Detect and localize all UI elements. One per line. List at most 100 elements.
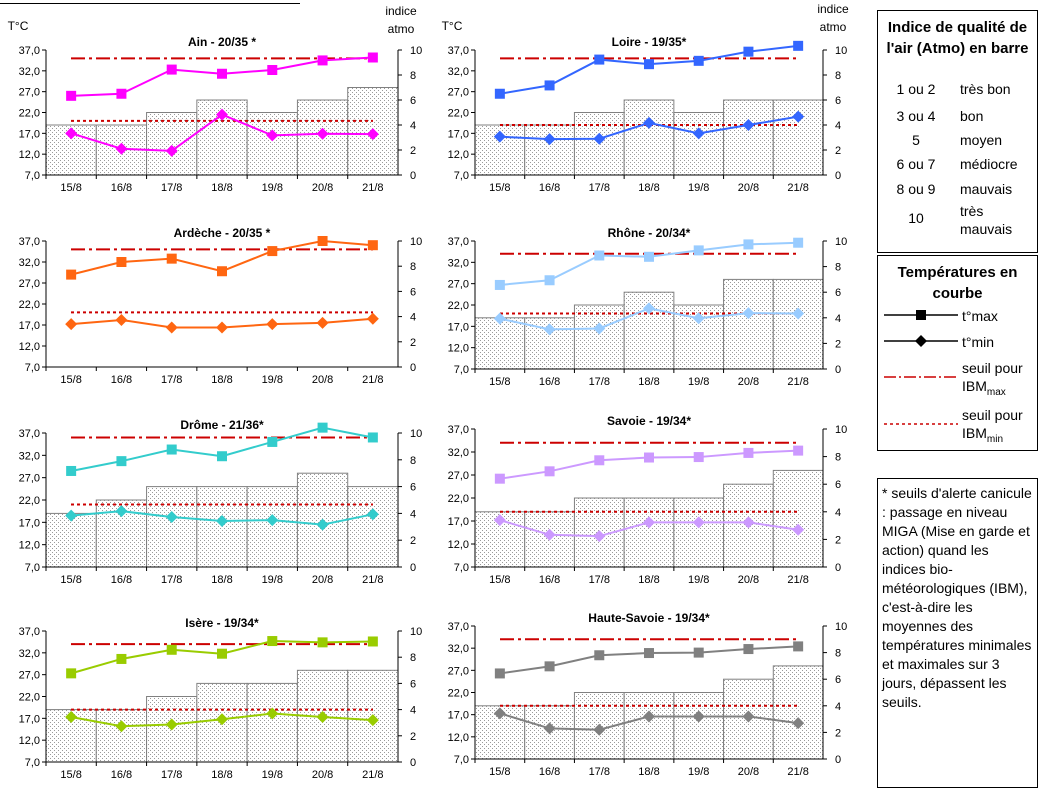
chart-title: Savoie - 19/34* bbox=[607, 414, 691, 428]
y-tick-label: 17,0 bbox=[19, 713, 40, 725]
tmax-point bbox=[793, 40, 804, 51]
tmin-point bbox=[65, 711, 78, 724]
tmax-point bbox=[217, 648, 227, 659]
y2-tick-label: 0 bbox=[835, 364, 841, 376]
tmax-point bbox=[267, 436, 278, 447]
y2-tick-label: 0 bbox=[835, 754, 841, 766]
atmo-bar bbox=[623, 99, 675, 176]
x-tick-label: 21/8 bbox=[362, 374, 383, 386]
tmin-point bbox=[543, 133, 556, 146]
atmo-bar bbox=[246, 112, 298, 176]
tmax-label: t°max bbox=[962, 308, 998, 324]
y-tick-label: 32,0 bbox=[19, 257, 40, 269]
tmax-point bbox=[544, 275, 555, 286]
x-tick-label: 17/8 bbox=[161, 374, 182, 386]
chart-title: Ardèche - 20/35 * bbox=[174, 226, 271, 240]
y-tick-label: 37,0 bbox=[448, 45, 469, 57]
y2-tick-label: 8 bbox=[835, 452, 841, 464]
x-tick-label: 15/8 bbox=[60, 182, 81, 194]
y-tick-label: 22,0 bbox=[448, 688, 469, 700]
chart-panel: 7,0 12,0 17,0 22,0 27,0 32,0 37,0 0 2 4 6 8 10 15/8 16… bbox=[19, 35, 423, 194]
chart-panel: 7,0 12,0 17,0 22,0 27,0 32,0 37,0 0 2 4 6 8 10 15/8 16… bbox=[19, 418, 423, 586]
x-tick-label: 16/8 bbox=[539, 182, 560, 194]
tmin-point bbox=[692, 312, 705, 325]
y2-tick-label: 10 bbox=[410, 626, 422, 638]
atmo-bar bbox=[246, 486, 298, 568]
y-tick-label: 7,0 bbox=[25, 757, 40, 769]
x-tick-label: 17/8 bbox=[589, 766, 610, 778]
x-tick-label: 19/8 bbox=[262, 374, 283, 386]
y2-tick-label: 10 bbox=[835, 621, 847, 633]
x-tick-label: 20/8 bbox=[312, 374, 333, 386]
tmin-point bbox=[593, 723, 606, 736]
tmax-point bbox=[544, 80, 555, 91]
tmax-point bbox=[116, 653, 127, 664]
atmo-legend-title: Indice de qualité de l'air (Atmo) en bar… bbox=[886, 19, 1029, 57]
x-tick-label: 18/8 bbox=[638, 766, 659, 778]
y2-tick-label: 8 bbox=[410, 261, 416, 273]
tmax-point bbox=[743, 447, 754, 458]
atmo-bar bbox=[146, 112, 198, 176]
y2-tick-label: 4 bbox=[835, 313, 841, 325]
y-tick-label: 32,0 bbox=[448, 643, 469, 655]
y2-tick-label: 4 bbox=[410, 120, 416, 132]
x-tick-label: 21/8 bbox=[787, 376, 808, 388]
y-tick-label: 17,0 bbox=[448, 128, 469, 140]
y-tick-label: 7,0 bbox=[25, 362, 40, 374]
tmin-point bbox=[165, 321, 178, 334]
tmin-point bbox=[266, 514, 279, 527]
y-tick-label: 22,0 bbox=[448, 108, 469, 120]
x-tick-label: 17/8 bbox=[161, 182, 182, 194]
tmax-point bbox=[217, 68, 227, 79]
tmin-point bbox=[366, 508, 379, 521]
x-tick-label: 21/8 bbox=[362, 769, 383, 781]
y-tick-label: 32,0 bbox=[19, 66, 40, 78]
y2-tick-label: 6 bbox=[410, 95, 416, 107]
tmin-point bbox=[65, 509, 78, 522]
tmax-point bbox=[594, 54, 605, 65]
tmin-point bbox=[543, 528, 556, 541]
y-tick-label: 12,0 bbox=[448, 539, 469, 551]
tmax-point bbox=[743, 46, 754, 57]
y2-tick-label: 8 bbox=[835, 262, 841, 274]
x-tick-label: 19/8 bbox=[262, 574, 283, 586]
tmin-point bbox=[115, 142, 128, 155]
tmin-point bbox=[115, 720, 128, 733]
tmax-point bbox=[217, 266, 227, 277]
y2-tick-label: 8 bbox=[410, 70, 416, 82]
x-tick-label: 18/8 bbox=[211, 182, 232, 194]
tmax-point bbox=[267, 246, 278, 257]
header-rule bbox=[0, 3, 300, 4]
chart-title: Rhône - 20/34* bbox=[608, 226, 691, 240]
seuil-max-label: seuil pour IBMmax bbox=[962, 360, 1023, 398]
x-tick-label: 19/8 bbox=[688, 376, 709, 388]
y2-tick-label: 10 bbox=[835, 45, 847, 57]
y2-tick-label: 0 bbox=[835, 170, 841, 182]
tmin-point bbox=[742, 307, 755, 320]
x-tick-label: 16/8 bbox=[111, 769, 132, 781]
chart-title: Isère - 19/34* bbox=[185, 616, 259, 630]
tmax-point bbox=[267, 65, 278, 75]
tmax-point bbox=[66, 90, 77, 101]
tmax-point bbox=[166, 444, 177, 455]
x-tick-label: 15/8 bbox=[489, 766, 510, 778]
footnote-text: * seuils d'alerte canicule : passage en … bbox=[882, 485, 1032, 710]
tmax-point bbox=[367, 432, 378, 443]
tmin-point bbox=[593, 530, 606, 543]
x-tick-label: 17/8 bbox=[589, 182, 610, 194]
seuil-max-line-icon bbox=[884, 376, 958, 378]
y2-tick-label: 10 bbox=[835, 236, 847, 248]
y2-tick-label: 6 bbox=[835, 287, 841, 299]
tmax-point bbox=[544, 466, 555, 477]
x-tick-label: 20/8 bbox=[312, 769, 333, 781]
chart-title: Drôme - 21/36* bbox=[180, 418, 264, 432]
chart-title: Ain - 20/35 * bbox=[188, 35, 256, 49]
tmin-point bbox=[643, 516, 655, 529]
x-tick-label: 16/8 bbox=[539, 574, 560, 586]
x-tick-label: 15/8 bbox=[60, 769, 81, 781]
tmax-point bbox=[793, 641, 804, 652]
tmin-point bbox=[493, 514, 506, 527]
tmax-point bbox=[66, 269, 77, 280]
tmax-point bbox=[494, 473, 505, 484]
tmax-point bbox=[594, 650, 605, 661]
